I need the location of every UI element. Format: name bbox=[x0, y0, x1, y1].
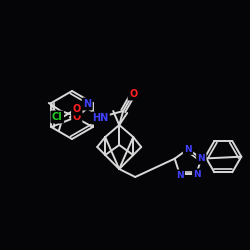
Text: N: N bbox=[83, 99, 91, 109]
Text: O: O bbox=[73, 104, 81, 114]
Text: N: N bbox=[198, 154, 205, 163]
Text: O: O bbox=[129, 89, 137, 99]
Text: HN: HN bbox=[92, 113, 108, 123]
Text: N: N bbox=[184, 144, 192, 154]
Text: N: N bbox=[176, 171, 184, 180]
Text: O: O bbox=[73, 112, 81, 122]
Text: N: N bbox=[194, 170, 201, 179]
Text: Cl: Cl bbox=[52, 112, 62, 122]
